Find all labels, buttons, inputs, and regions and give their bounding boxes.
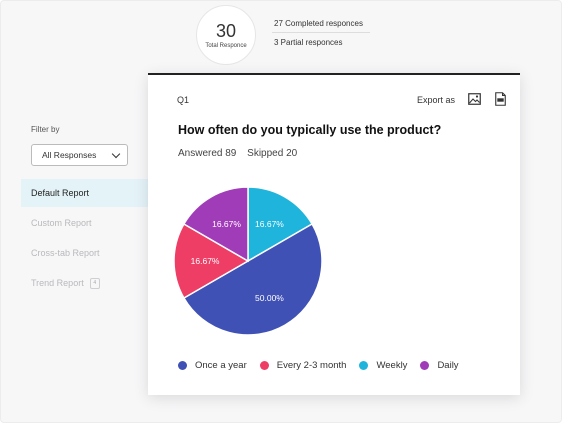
pie-label-once-a-year: 50.00%: [255, 293, 284, 303]
question-stats: Answered 89 Skipped 20: [178, 148, 305, 159]
completed-responses: 27 Completed responces: [274, 19, 363, 28]
filter-label: Filter by: [31, 125, 60, 134]
legend-label: Weekly: [376, 359, 408, 371]
sidebar-item-custom-report[interactable]: Custom Report: [21, 209, 151, 237]
sidebar-item-label: Default Report: [31, 188, 90, 198]
pie-slice-daily: [182, 186, 249, 263]
sidebar-item-label: Trend Report: [31, 278, 84, 288]
sidebar-item-default-report[interactable]: Default Report: [21, 179, 151, 207]
total-responses-count: 30: [215, 21, 237, 41]
legend-dot-icon: [259, 360, 269, 370]
filter-select[interactable]: All Responses: [31, 144, 128, 166]
pie-label-every-2-3-month: 16.67%: [191, 256, 220, 266]
sidebar-item-label: Custom Report: [31, 218, 92, 228]
sidebar-item-trend-report[interactable]: Trend Report 4: [21, 269, 151, 297]
export-file-icon[interactable]: [495, 92, 506, 106]
export-label: Export as: [417, 95, 456, 105]
export-image-icon[interactable]: [468, 93, 481, 105]
responses-divider: [272, 32, 370, 33]
filter-select-value: All Responses: [42, 150, 97, 160]
legend-item-weekly: Weekly: [359, 360, 407, 371]
pie-label-daily: 16.67%: [212, 219, 241, 229]
partial-responses: 3 Partial responces: [274, 38, 343, 47]
total-responses-circle: 30 Total Responce: [196, 5, 256, 65]
sidebar-item-label: Cross-tab Report: [31, 248, 100, 258]
question-number: Q1: [177, 95, 190, 105]
chart-legend: Once a year Every 2-3 month Weekly Daily: [178, 357, 472, 373]
question-title: How often do you typically use the produ…: [178, 123, 442, 137]
total-responses-label: Total Responce: [205, 43, 247, 49]
legend-item-once-a-year: Once a year: [178, 360, 247, 371]
question-report-card: Q1 Export as How often do you typically …: [148, 73, 520, 395]
legend-item-daily: Daily: [420, 359, 459, 371]
legend-item-every-2-3-month: Every 2-3 month: [259, 359, 347, 371]
answered-count: Answered 89: [178, 148, 237, 159]
legend-dot-icon: [178, 360, 187, 370]
legend-dot-icon: [359, 360, 369, 370]
skipped-count: Skipped 20: [247, 148, 298, 159]
pie-label-weekly: 16.67%: [255, 219, 284, 229]
chevron-down-icon: [111, 149, 121, 158]
pie-slice-once-a-year: [182, 222, 323, 336]
sidebar-item-cross-tab-report[interactable]: Cross-tab Report: [21, 239, 151, 267]
pie-slice-every-2-3-month: [173, 222, 250, 300]
legend-label: Every 2-3 month: [276, 359, 347, 371]
legend-label: Daily: [437, 359, 459, 371]
legend-label: Once a year: [195, 359, 247, 371]
legend-dot-icon: [420, 360, 430, 370]
pie-slice-weekly: [247, 186, 314, 263]
trend-report-badge: 4: [89, 277, 100, 289]
responses-pie-chart: 16.67% 50.00% 16.67% 16.67%: [173, 186, 323, 336]
